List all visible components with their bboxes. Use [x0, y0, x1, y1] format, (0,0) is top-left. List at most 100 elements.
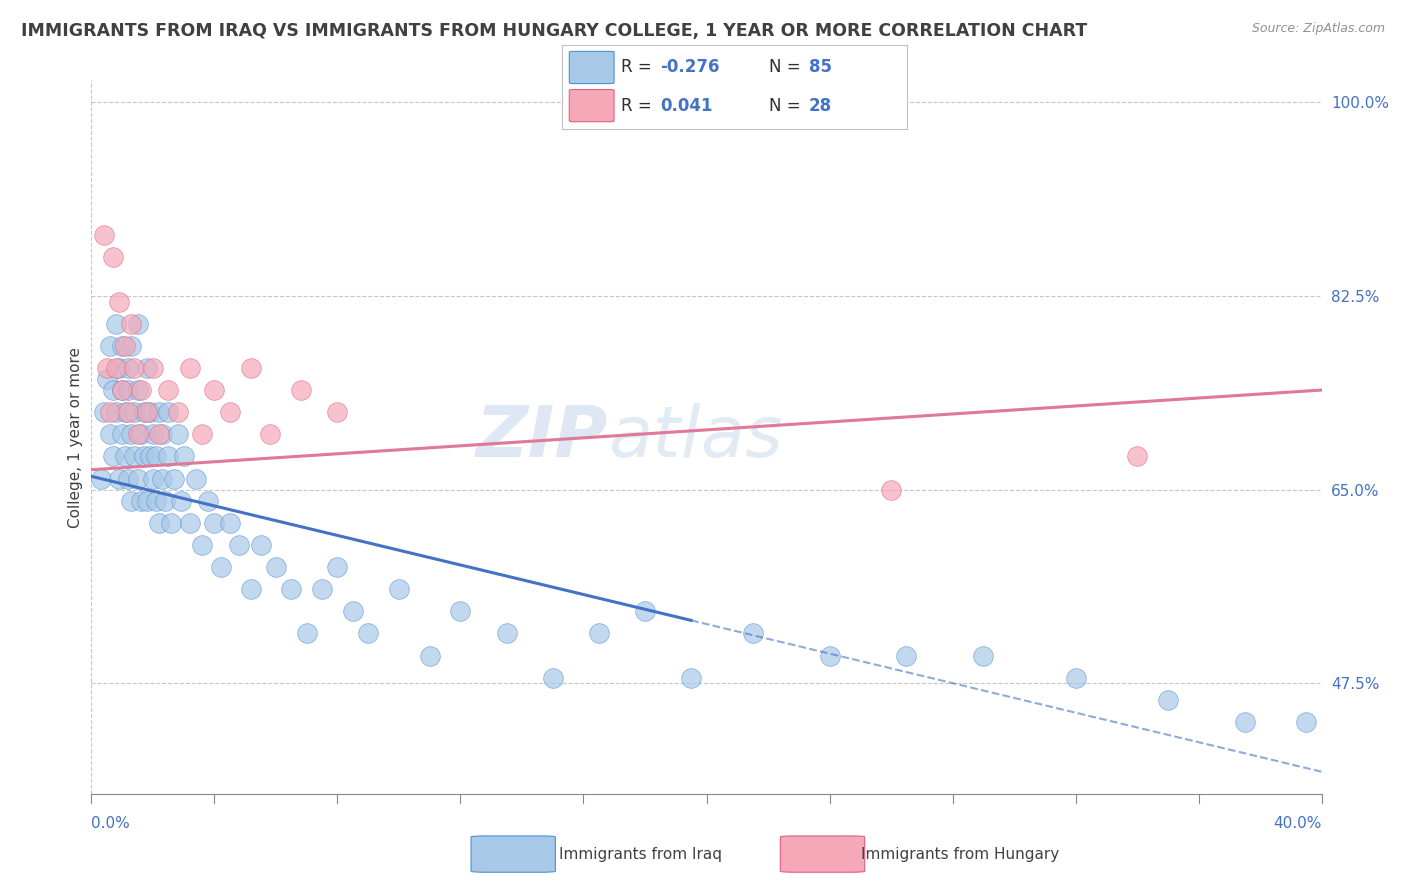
- Point: [972, 648, 994, 663]
- Point: [150, 472, 173, 486]
- Point: [129, 427, 152, 442]
- Text: 85: 85: [808, 59, 832, 77]
- Point: [169, 493, 191, 508]
- Point: [209, 560, 232, 574]
- Point: [111, 427, 134, 442]
- Point: [818, 648, 841, 663]
- Point: [96, 360, 118, 375]
- Point: [896, 648, 918, 663]
- Point: [240, 360, 263, 375]
- Point: [111, 383, 134, 397]
- Text: -0.276: -0.276: [661, 59, 720, 77]
- Point: [280, 582, 302, 597]
- Text: IMMIGRANTS FROM IRAQ VS IMMIGRANTS FROM HUNGARY COLLEGE, 1 YEAR OR MORE CORRELAT: IMMIGRANTS FROM IRAQ VS IMMIGRANTS FROM …: [21, 22, 1087, 40]
- Point: [105, 405, 127, 419]
- Point: [129, 383, 152, 397]
- Point: [105, 317, 127, 331]
- Point: [124, 450, 146, 464]
- Point: [117, 383, 139, 397]
- Point: [124, 405, 146, 419]
- Point: [342, 604, 364, 618]
- Point: [139, 405, 162, 419]
- Point: [145, 493, 167, 508]
- Point: [129, 493, 152, 508]
- Text: R =: R =: [621, 59, 657, 77]
- Point: [142, 427, 165, 442]
- Point: [93, 228, 115, 243]
- Point: [191, 538, 214, 552]
- Point: [157, 405, 180, 419]
- Point: [120, 493, 142, 508]
- Point: [290, 383, 312, 397]
- Point: [588, 626, 610, 640]
- Point: [135, 493, 157, 508]
- Point: [145, 450, 167, 464]
- Point: [101, 250, 124, 264]
- Text: Immigrants from Hungary: Immigrants from Hungary: [860, 847, 1060, 862]
- Point: [157, 450, 180, 464]
- Point: [114, 339, 136, 353]
- Point: [197, 493, 219, 508]
- Text: N =: N =: [769, 96, 806, 114]
- Point: [249, 538, 271, 552]
- Point: [160, 516, 183, 530]
- Point: [120, 339, 142, 353]
- Point: [179, 516, 201, 530]
- Point: [98, 427, 121, 442]
- FancyBboxPatch shape: [569, 52, 614, 84]
- Text: R =: R =: [621, 96, 657, 114]
- Point: [228, 538, 250, 552]
- Point: [1157, 693, 1180, 707]
- Text: 0.0%: 0.0%: [91, 816, 131, 831]
- Text: 40.0%: 40.0%: [1274, 816, 1322, 831]
- FancyBboxPatch shape: [569, 89, 614, 121]
- Point: [135, 405, 157, 419]
- Point: [218, 516, 240, 530]
- Text: N =: N =: [769, 59, 806, 77]
- Point: [1295, 714, 1317, 729]
- Point: [681, 671, 703, 685]
- Point: [127, 383, 149, 397]
- Point: [264, 560, 287, 574]
- Point: [166, 427, 188, 442]
- Point: [202, 516, 225, 530]
- Point: [124, 360, 146, 375]
- Point: [117, 472, 139, 486]
- Text: 28: 28: [808, 96, 832, 114]
- Point: [98, 339, 121, 353]
- Text: 0.041: 0.041: [661, 96, 713, 114]
- Point: [98, 405, 121, 419]
- Point: [132, 450, 155, 464]
- Point: [108, 360, 131, 375]
- Point: [191, 427, 214, 442]
- Text: Immigrants from Iraq: Immigrants from Iraq: [560, 847, 721, 862]
- Point: [173, 450, 195, 464]
- Point: [880, 483, 903, 497]
- Point: [108, 472, 131, 486]
- Point: [127, 472, 149, 486]
- Point: [240, 582, 263, 597]
- Point: [120, 427, 142, 442]
- Point: [166, 405, 188, 419]
- Point: [117, 405, 139, 419]
- Point: [127, 427, 149, 442]
- Point: [148, 427, 170, 442]
- Point: [132, 405, 155, 419]
- Point: [163, 472, 186, 486]
- Point: [111, 339, 134, 353]
- Y-axis label: College, 1 year or more: College, 1 year or more: [67, 347, 83, 527]
- Point: [105, 360, 127, 375]
- Point: [218, 405, 240, 419]
- Point: [135, 360, 157, 375]
- FancyBboxPatch shape: [780, 836, 865, 872]
- Point: [388, 582, 411, 597]
- Point: [741, 626, 763, 640]
- Point: [326, 560, 349, 574]
- Point: [495, 626, 517, 640]
- Point: [202, 383, 225, 397]
- Point: [1064, 671, 1087, 685]
- Point: [93, 405, 115, 419]
- Point: [1126, 450, 1149, 464]
- Point: [1341, 742, 1364, 756]
- Point: [153, 493, 177, 508]
